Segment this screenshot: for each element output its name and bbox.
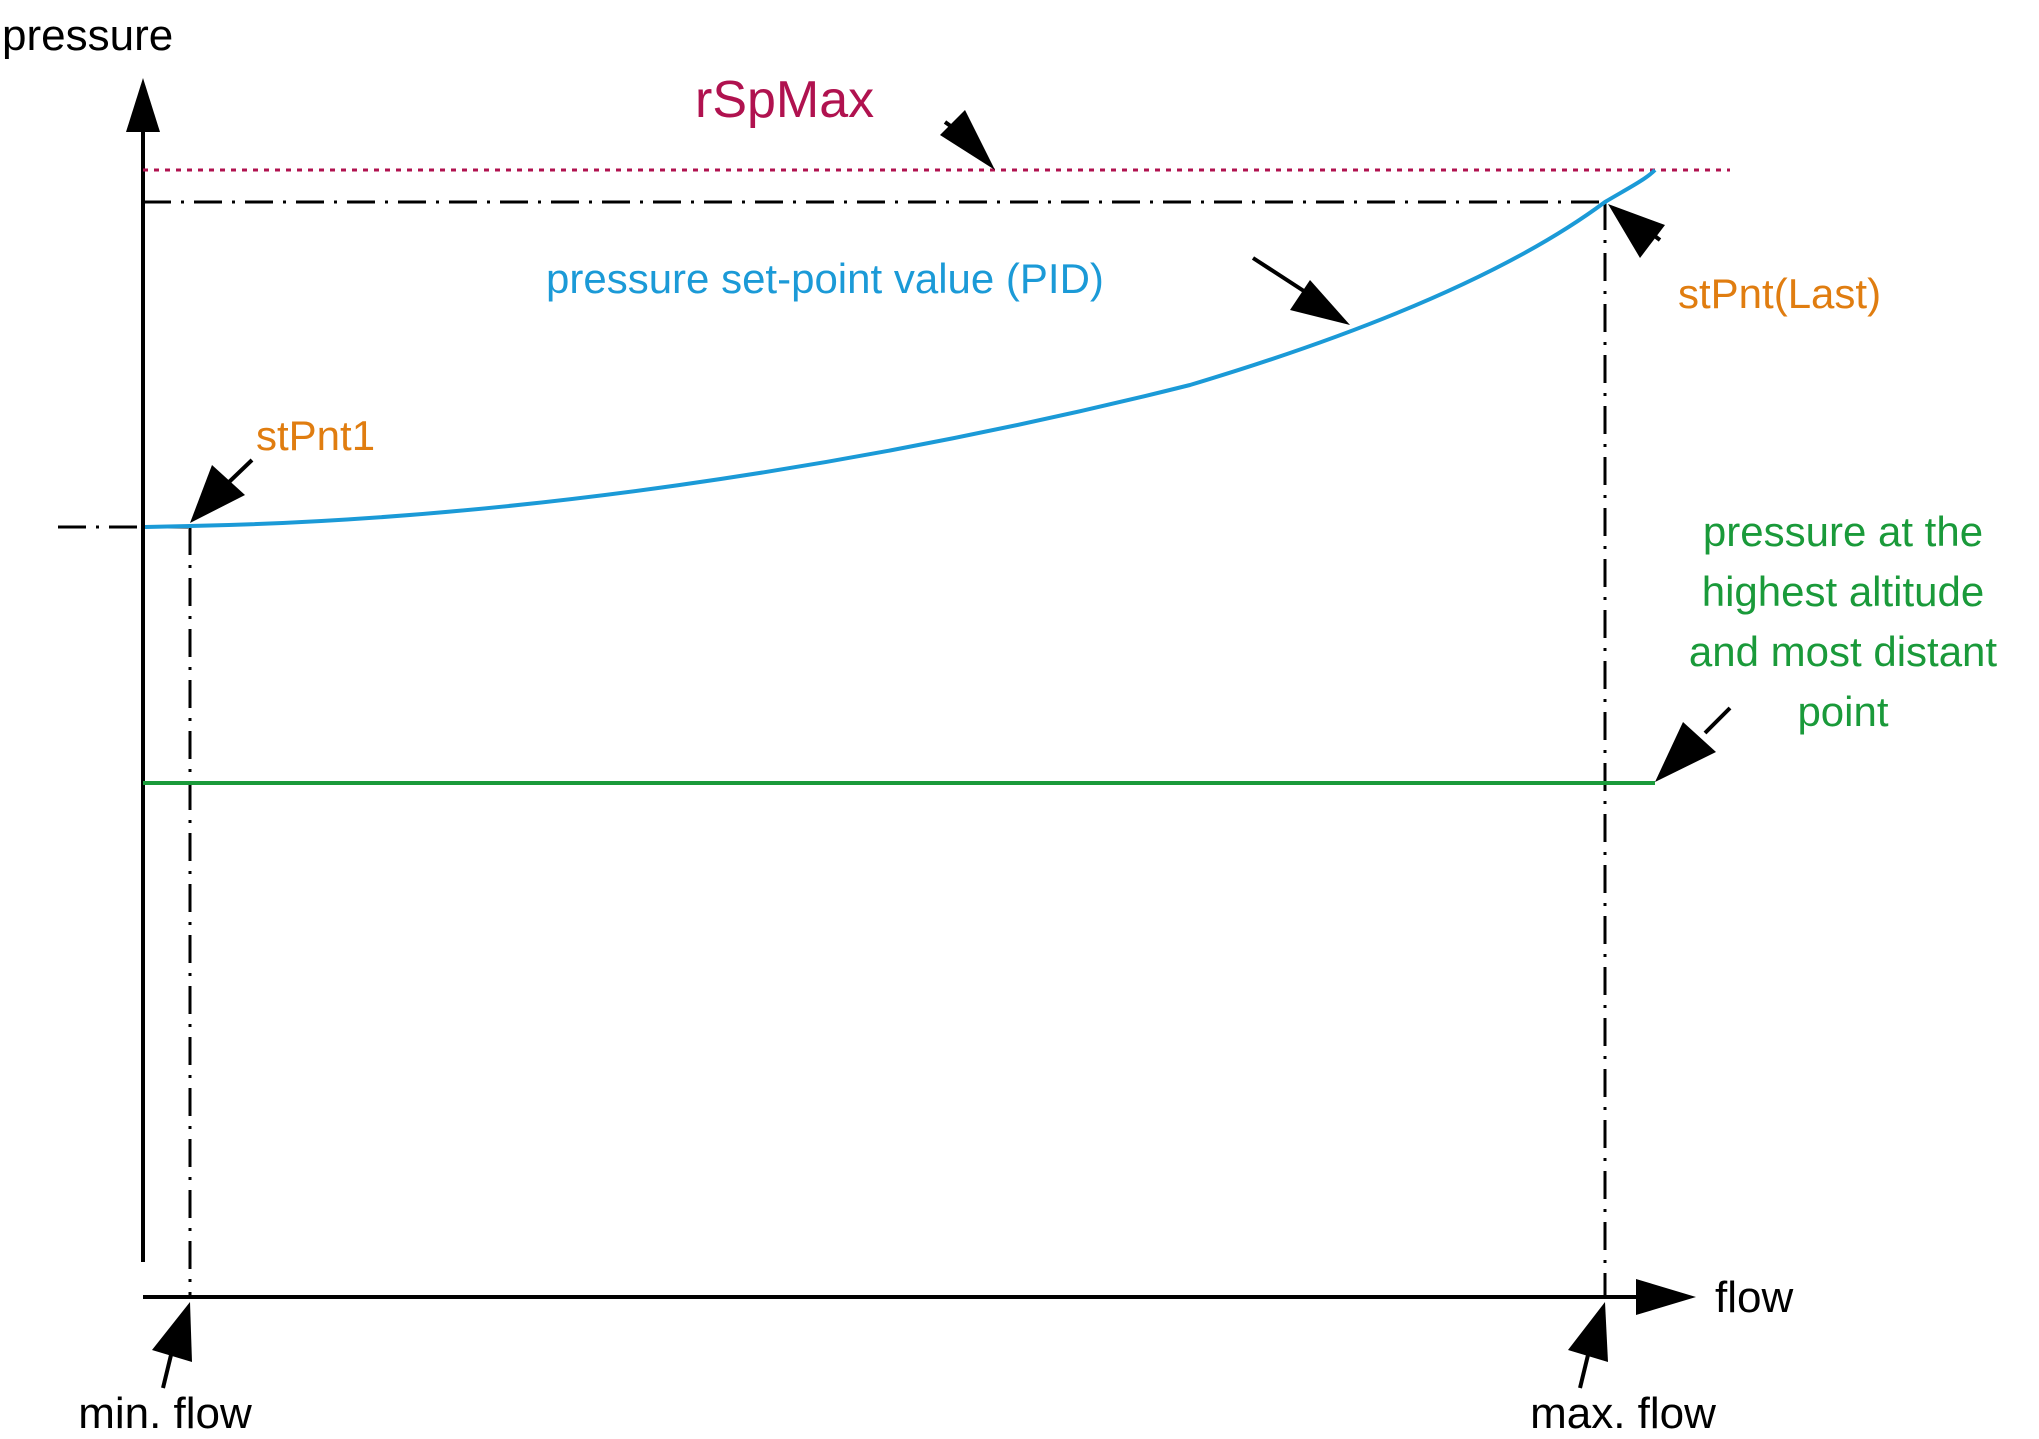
stpnt1-arrow-tail [226,458,254,485]
min-flow-label: min. flow [78,1389,252,1438]
rspmax-label: rSpMax [695,71,874,129]
max-flow-arrow-head [1568,1302,1608,1362]
x-axis-label: flow [1715,1273,1793,1322]
setpoint-arrow-tail [1251,256,1312,297]
setpoint-arrow-head [1290,280,1350,325]
stpnt1-arrow-head [190,465,245,523]
x-axis-arrowhead [1636,1279,1696,1315]
setpoint-curve-label: pressure set-point value (PID) [546,255,1104,302]
max-flow-label: max. flow [1530,1389,1716,1438]
setpoint-curve [144,168,1657,529]
altitude-label-line-2: highest altitude [1702,568,1985,615]
min-flow-arrow-head [152,1302,192,1362]
max-flow-arrow-tail [1578,1354,1590,1389]
stpnt-last-label: stPnt(Last) [1678,270,1881,317]
rspmax-arrow-head [940,110,995,170]
altitude-label-line-3: and most distant [1689,628,1998,675]
stpnt1-label: stPnt1 [256,412,375,459]
altitude-label-line-4: point [1797,688,1888,735]
altitude-arrow-head [1655,722,1716,782]
min-flow-arrow-tail [161,1354,173,1389]
y-axis-arrowhead [126,78,160,132]
y-axis-label: pressure [2,11,173,60]
altitude-arrow-tail [1703,706,1732,735]
altitude-label-line-1: pressure at the [1703,508,1983,555]
stpnt-last-arrow-head [1608,204,1665,258]
